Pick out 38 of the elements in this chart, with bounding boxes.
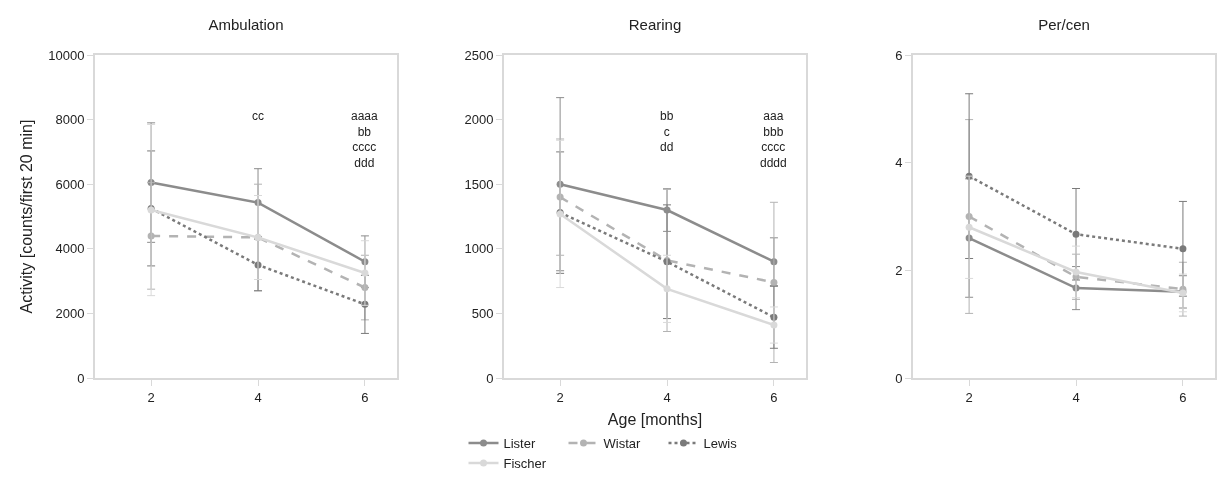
chart-title: Rearing — [628, 15, 682, 33]
y-tick-label: 0 — [486, 370, 494, 386]
annotation: aaaa bb cccc ddd — [351, 109, 379, 170]
x-tick-label: 6 — [1179, 389, 1187, 405]
y-tick-label: 0 — [895, 370, 903, 386]
y-tick-label: 2 — [895, 262, 903, 278]
y-tick-label: 500 — [471, 305, 494, 321]
y-tick-label: 8000 — [55, 112, 85, 128]
legend-label: Fischer — [503, 456, 547, 472]
legend-label: Wistar — [603, 436, 641, 452]
y-tick-label: 6 — [895, 47, 903, 63]
annotation: bb c dd — [660, 109, 674, 155]
x-axis-title: Age [months] — [607, 410, 703, 428]
x-tick-label: 2 — [147, 389, 155, 405]
x-tick-label: 6 — [770, 389, 778, 405]
y-tick-label: 4000 — [55, 241, 85, 257]
legend-label: Lewis — [703, 436, 738, 452]
chart-title: Per/cen — [1038, 15, 1090, 33]
y-tick-label: 10000 — [48, 47, 85, 63]
y-tick-label: 6000 — [55, 176, 85, 192]
x-tick-label: 4 — [254, 389, 262, 405]
x-tick-label: 4 — [663, 389, 671, 405]
y-tick-label: 1000 — [464, 241, 494, 257]
y-tick-label: 2500 — [464, 47, 494, 63]
chart-title: Ambulation — [208, 15, 284, 33]
legend-label: Lister — [503, 436, 536, 452]
y-axis-title: Activity [counts/first 20 min] — [17, 119, 35, 314]
y-tick-label: 1500 — [464, 176, 494, 192]
y-tick-label: 2000 — [464, 112, 494, 128]
x-tick-label: 4 — [1072, 389, 1080, 405]
y-tick-label: 4 — [895, 155, 903, 171]
x-tick-label: 2 — [965, 389, 973, 405]
y-tick-label: 0 — [77, 370, 85, 386]
annotation: cc — [252, 109, 264, 123]
x-tick-label: 2 — [556, 389, 564, 405]
annotation: aaa bbb cccc dddd — [760, 109, 787, 170]
y-tick-label: 2000 — [55, 305, 85, 321]
x-tick-label: 6 — [361, 389, 369, 405]
